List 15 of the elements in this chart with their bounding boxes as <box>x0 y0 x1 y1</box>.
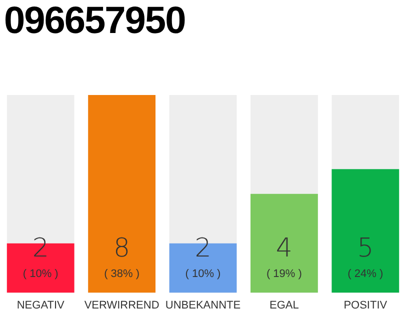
x-tick-label: POSITIV <box>344 299 388 312</box>
annotation: ( 19% ) <box>266 268 302 280</box>
x-tick-label: UNBEKANNTE <box>165 299 241 312</box>
chart-title: 096657950 <box>4 0 186 43</box>
x-tick-label: NEGATIV <box>16 299 65 312</box>
data-label: 2 <box>194 234 212 264</box>
annotation: ( 10% ) <box>185 268 221 280</box>
annotation: ( 24% ) <box>348 268 384 280</box>
annotation: ( 10% ) <box>22 268 58 280</box>
data-label: 4 <box>276 234 292 264</box>
data-label: 8 <box>114 234 130 264</box>
x-tick-label: EGAL <box>270 299 299 312</box>
annotation: ( 38% ) <box>104 268 140 280</box>
data-label: 5 <box>357 234 374 264</box>
x-tick-label: VERWIRREND <box>84 299 160 312</box>
